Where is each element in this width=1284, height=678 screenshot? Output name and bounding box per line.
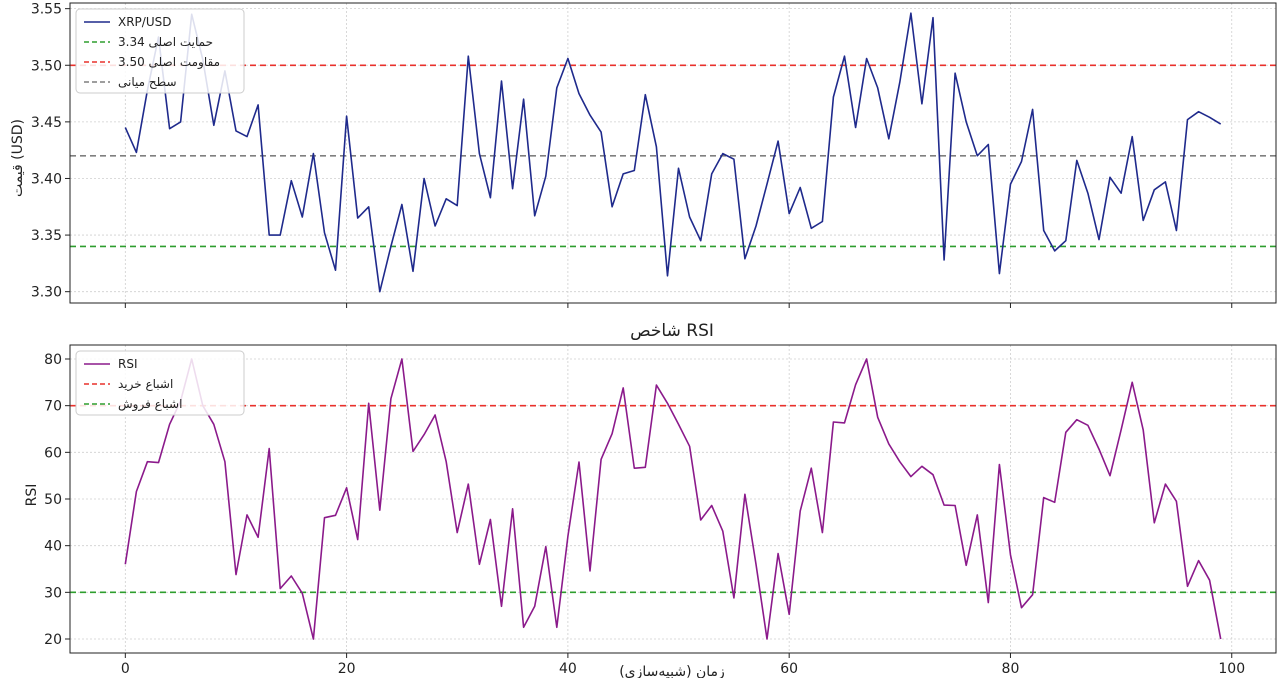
price-axes-frame	[69, 2, 1277, 304]
y-tick-label: 3.50	[31, 58, 62, 74]
axes-frame	[69, 2, 1277, 304]
y-tick-label: 30	[44, 585, 62, 601]
legend-label: XRP/USD	[118, 15, 171, 29]
price-reference-lines	[70, 64, 1276, 248]
legend-label: اشباع فروش	[118, 397, 182, 412]
x-tick-label: 40	[559, 661, 577, 677]
legend-label: حمایت اصلی 3.34	[118, 35, 213, 49]
legend-label: RSI	[118, 357, 138, 371]
price-legend: XRP/USD حمایت اصلی 3.34 مقاومت اصلی 3.50 سط…	[75, 8, 245, 94]
rsi-reference-lines	[70, 404, 1276, 594]
rsi-legend: RSI اشباع خرید اشباع فروش	[75, 350, 245, 416]
price-x-ticks	[124, 303, 1233, 308]
x-tick-label: 100	[1218, 661, 1245, 677]
rsi-x-ticks: 0 20 40 60 80 100	[121, 653, 1245, 677]
y-tick-label: 3.35	[31, 228, 62, 244]
legend-label: اشباع خرید	[118, 377, 173, 392]
price-y-ticks: 3.30 3.35 3.40 3.45 3.50 3.55	[31, 2, 70, 301]
y-tick-label: 60	[44, 445, 62, 461]
price-series	[124, 12, 1222, 293]
series-line	[124, 358, 1222, 640]
legend-label: مقاومت اصلی 3.50	[118, 55, 220, 70]
y-tick-label: 3.30	[31, 285, 62, 301]
legend-box	[75, 8, 245, 94]
rsi-x-axis-label: زمان (شبیه‌سازی)	[619, 664, 725, 678]
rsi-y-axis-label: RSI	[24, 484, 40, 507]
y-tick-label: 70	[44, 399, 62, 415]
y-tick-label: 3.55	[31, 2, 62, 18]
rsi-y-ticks: 20 30 40 50 60 70 80	[44, 352, 70, 648]
x-tick-label: 60	[780, 661, 798, 677]
x-tick-label: 20	[338, 661, 356, 677]
x-tick-label: 0	[121, 661, 130, 677]
x-tick-label: 80	[1002, 661, 1020, 677]
series-line	[124, 12, 1222, 293]
price-chart: 3.30 3.35 3.40 3.45 3.50 3.55 قیمت (USD) XRP/…	[10, 2, 1277, 308]
y-tick-label: 50	[44, 492, 62, 508]
legend-box	[75, 350, 245, 416]
y-tick-label: 80	[44, 352, 62, 368]
y-tick-label: 20	[44, 632, 62, 648]
rsi-series	[124, 358, 1222, 640]
rsi-chart-title: شاخص RSI	[630, 321, 714, 341]
y-tick-label: 3.40	[31, 171, 62, 187]
y-tick-label: 40	[44, 539, 62, 555]
rsi-chart: 0 20 40 60 80 100 20 30 40 50 60 70 80 RSI شاخص RSI…	[24, 321, 1277, 678]
legend-label: سطح میانی	[118, 75, 177, 89]
price-y-axis-label: قیمت (USD)	[10, 119, 26, 197]
y-tick-label: 3.45	[31, 115, 62, 131]
